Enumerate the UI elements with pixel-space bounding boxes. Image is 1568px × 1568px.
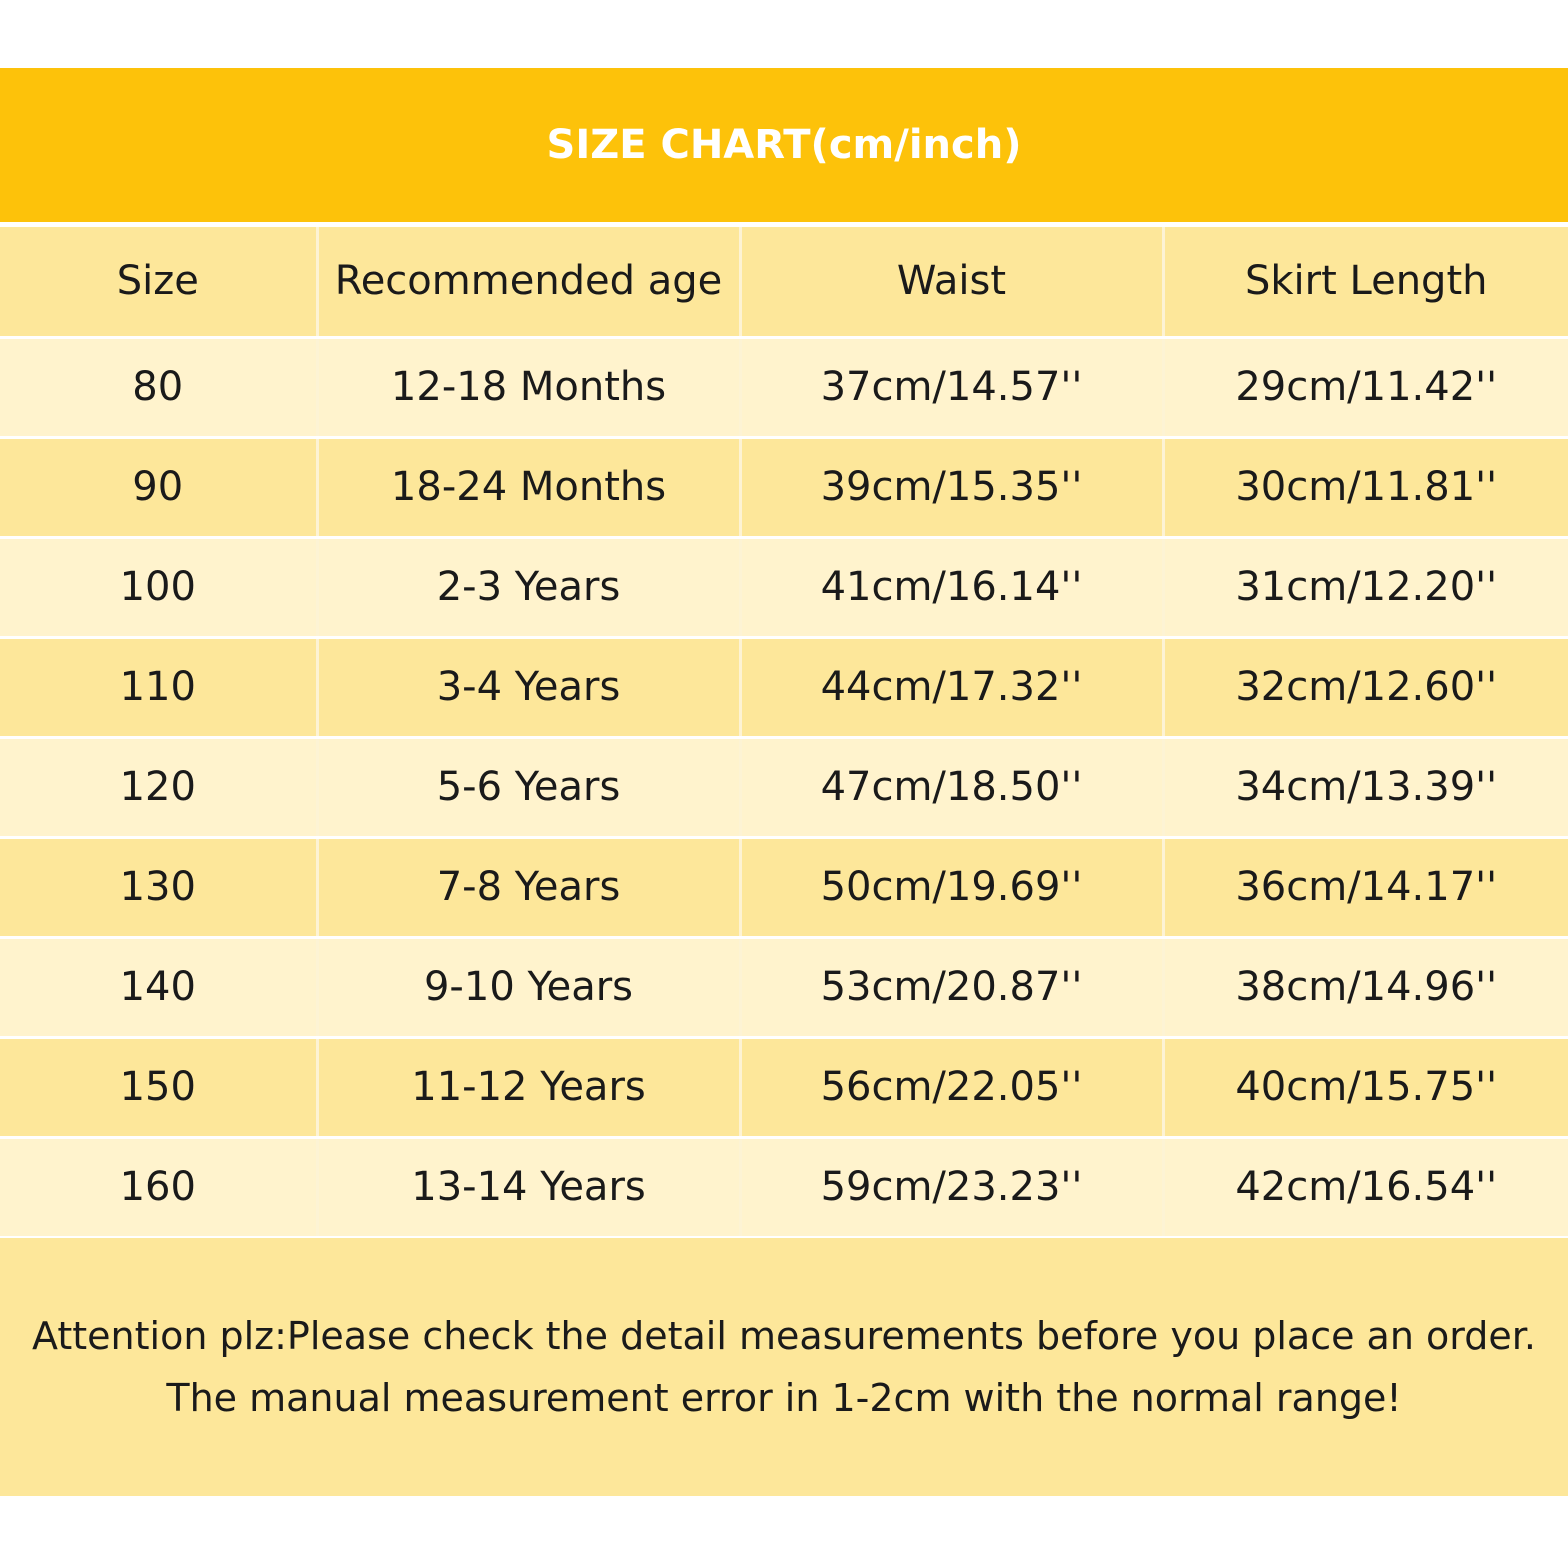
cell-skirt-length: 31cm/12.20'' xyxy=(1163,537,1568,639)
cell-age: 11-12 Years xyxy=(317,1037,742,1139)
attention-note-line-1: Attention plz:Please check the detail me… xyxy=(32,1314,1536,1358)
table-row: 80 12-18 Months 37cm/14.57'' 29cm/11.42'… xyxy=(0,337,1568,439)
table-row: 110 3-4 Years 44cm/17.32'' 32cm/12.60'' xyxy=(0,637,1568,739)
cell-skirt-length: 32cm/12.60'' xyxy=(1163,637,1568,739)
cell-size: 110 xyxy=(0,637,319,739)
cell-age: 13-14 Years xyxy=(317,1137,742,1239)
cell-waist: 39cm/15.35'' xyxy=(740,437,1165,539)
cell-size: 120 xyxy=(0,737,319,839)
cell-age: 7-8 Years xyxy=(317,837,742,939)
header-skirt-length: Skirt Length xyxy=(1163,227,1568,339)
cell-age: 9-10 Years xyxy=(317,937,742,1039)
cell-skirt-length: 40cm/15.75'' xyxy=(1163,1037,1568,1139)
header-recommended-age: Recommended age xyxy=(317,227,742,339)
cell-waist: 53cm/20.87'' xyxy=(740,937,1165,1039)
table-row: 130 7-8 Years 50cm/19.69'' 36cm/14.17'' xyxy=(0,837,1568,939)
attention-note: Attention plz:Please check the detail me… xyxy=(0,1238,1568,1496)
cell-age: 2-3 Years xyxy=(317,537,742,639)
cell-waist: 47cm/18.50'' xyxy=(740,737,1165,839)
cell-age: 3-4 Years xyxy=(317,637,742,739)
cell-size: 130 xyxy=(0,837,319,939)
cell-waist: 44cm/17.32'' xyxy=(740,637,1165,739)
cell-size: 80 xyxy=(0,337,319,439)
cell-waist: 56cm/22.05'' xyxy=(740,1037,1165,1139)
cell-size: 160 xyxy=(0,1137,319,1239)
title-band: SIZE CHART(cm/inch) xyxy=(0,68,1568,222)
page-title: SIZE CHART(cm/inch) xyxy=(546,122,1022,168)
table-row: 150 11-12 Years 56cm/22.05'' 40cm/15.75'… xyxy=(0,1037,1568,1139)
cell-size: 100 xyxy=(0,537,319,639)
header-size: Size xyxy=(0,227,319,339)
table-row: 120 5-6 Years 47cm/18.50'' 34cm/13.39'' xyxy=(0,737,1568,839)
cell-waist: 59cm/23.23'' xyxy=(740,1137,1165,1239)
cell-skirt-length: 42cm/16.54'' xyxy=(1163,1137,1568,1239)
table-row: 140 9-10 Years 53cm/20.87'' 38cm/14.96'' xyxy=(0,937,1568,1039)
cell-age: 12-18 Months xyxy=(317,337,742,439)
table-row: 90 18-24 Months 39cm/15.35'' 30cm/11.81'… xyxy=(0,437,1568,539)
table-row: 160 13-14 Years 59cm/23.23'' 42cm/16.54'… xyxy=(0,1137,1568,1239)
cell-waist: 41cm/16.14'' xyxy=(740,537,1165,639)
cell-size: 140 xyxy=(0,937,319,1039)
cell-waist: 37cm/14.57'' xyxy=(740,337,1165,439)
attention-note-line-2: The manual measurement error in 1-2cm wi… xyxy=(166,1376,1402,1420)
table-header-row: Size Recommended age Waist Skirt Length xyxy=(0,227,1568,339)
cell-waist: 50cm/19.69'' xyxy=(740,837,1165,939)
cell-skirt-length: 38cm/14.96'' xyxy=(1163,937,1568,1039)
cell-skirt-length: 34cm/13.39'' xyxy=(1163,737,1568,839)
cell-size: 150 xyxy=(0,1037,319,1139)
table-row: 100 2-3 Years 41cm/16.14'' 31cm/12.20'' xyxy=(0,537,1568,639)
cell-age: 18-24 Months xyxy=(317,437,742,539)
cell-skirt-length: 30cm/11.81'' xyxy=(1163,437,1568,539)
cell-skirt-length: 36cm/14.17'' xyxy=(1163,837,1568,939)
cell-age: 5-6 Years xyxy=(317,737,742,839)
size-chart-table: Size Recommended age Waist Skirt Length … xyxy=(0,227,1568,1239)
header-waist: Waist xyxy=(740,227,1165,339)
cell-skirt-length: 29cm/11.42'' xyxy=(1163,337,1568,439)
cell-size: 90 xyxy=(0,437,319,539)
